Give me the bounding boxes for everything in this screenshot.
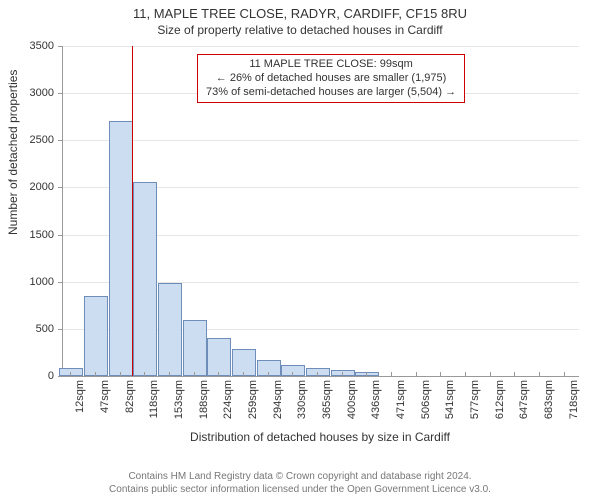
xtick-label: 82sqm (124, 380, 136, 430)
xtick-label: 506sqm (420, 380, 432, 430)
xtick-label: 224sqm (222, 380, 234, 430)
xtick-mark (243, 372, 244, 377)
ytick-label: 500 (14, 323, 54, 335)
xtick-mark (564, 372, 565, 377)
xtick-mark (144, 372, 145, 377)
histogram-bar (331, 370, 355, 376)
footer-credits: Contains HM Land Registry data © Crown c… (0, 471, 600, 496)
histogram-bar (109, 121, 133, 376)
marker-line (132, 46, 133, 376)
xtick-mark (366, 372, 367, 377)
annotation-line1: 11 MAPLE TREE CLOSE: 99sqm (206, 58, 456, 72)
histogram-bar (257, 360, 281, 376)
ytick-label: 3500 (14, 40, 54, 52)
page-subtitle: Size of property relative to detached ho… (0, 23, 600, 37)
xtick-label: 294sqm (272, 380, 284, 430)
ytick-mark (58, 187, 63, 188)
xtick-label: 12sqm (74, 380, 86, 430)
histogram-bar (281, 365, 305, 376)
page-title: 11, MAPLE TREE CLOSE, RADYR, CARDIFF, CF… (0, 0, 600, 22)
xtick-mark (514, 372, 515, 377)
xtick-label: 259sqm (247, 380, 259, 430)
ytick-mark (58, 376, 63, 377)
ytick-label: 2500 (14, 134, 54, 146)
footer-line1: Contains HM Land Registry data © Crown c… (0, 471, 600, 484)
footer-line2: Contains public sector information licen… (0, 484, 600, 497)
ytick-label: 1000 (14, 276, 54, 288)
grid-line (63, 140, 579, 141)
x-axis-label: Distribution of detached houses by size … (62, 430, 578, 444)
xtick-label: 683sqm (543, 380, 555, 430)
xtick-mark (440, 372, 441, 377)
xtick-mark (268, 372, 269, 377)
xtick-label: 471sqm (395, 380, 407, 430)
histogram-bar (158, 283, 182, 376)
ytick-mark (58, 235, 63, 236)
chart-area: Number of detached properties 11 MAPLE T… (0, 42, 600, 462)
ytick-label: 3000 (14, 87, 54, 99)
annotation-box: 11 MAPLE TREE CLOSE: 99sqm ← 26% of deta… (197, 54, 465, 103)
ytick-label: 2000 (14, 181, 54, 193)
page: 11, MAPLE TREE CLOSE, RADYR, CARDIFF, CF… (0, 0, 600, 500)
grid-line (63, 46, 579, 47)
xtick-label: 400sqm (346, 380, 358, 430)
histogram-bar (183, 320, 207, 376)
xtick-label: 612sqm (494, 380, 506, 430)
xtick-mark (391, 372, 392, 377)
xtick-mark (416, 372, 417, 377)
ytick-mark (58, 329, 63, 330)
xtick-label: 647sqm (518, 380, 530, 430)
histogram-bar (306, 368, 330, 376)
xtick-label: 718sqm (568, 380, 580, 430)
xtick-mark (465, 372, 466, 377)
ytick-label: 1500 (14, 229, 54, 241)
xtick-mark (317, 372, 318, 377)
xtick-label: 577sqm (469, 380, 481, 430)
xtick-mark (539, 372, 540, 377)
ytick-mark (58, 93, 63, 94)
ytick-mark (58, 282, 63, 283)
histogram-bar (133, 182, 157, 376)
ytick-mark (58, 46, 63, 47)
xtick-mark (95, 372, 96, 377)
xtick-mark (490, 372, 491, 377)
annotation-line3: 73% of semi-detached houses are larger (… (206, 86, 456, 100)
histogram-bar (355, 372, 379, 376)
xtick-mark (194, 372, 195, 377)
xtick-label: 365sqm (321, 380, 333, 430)
xtick-mark (169, 372, 170, 377)
xtick-label: 118sqm (148, 380, 160, 430)
histogram-bar (84, 296, 108, 376)
xtick-label: 188sqm (198, 380, 210, 430)
ytick-label: 0 (14, 370, 54, 382)
plot-area: 11 MAPLE TREE CLOSE: 99sqm ← 26% of deta… (62, 46, 579, 377)
histogram-bar (207, 338, 231, 376)
annotation-line2: ← 26% of detached houses are smaller (1,… (206, 72, 456, 86)
xtick-mark (120, 372, 121, 377)
xtick-label: 436sqm (370, 380, 382, 430)
xtick-mark (70, 372, 71, 377)
xtick-mark (342, 372, 343, 377)
xtick-label: 47sqm (99, 380, 111, 430)
histogram-bar (59, 368, 83, 376)
xtick-label: 330sqm (296, 380, 308, 430)
xtick-mark (292, 372, 293, 377)
xtick-label: 153sqm (173, 380, 185, 430)
histogram-bar (232, 349, 256, 376)
ytick-mark (58, 140, 63, 141)
xtick-mark (218, 372, 219, 377)
xtick-label: 541sqm (444, 380, 456, 430)
